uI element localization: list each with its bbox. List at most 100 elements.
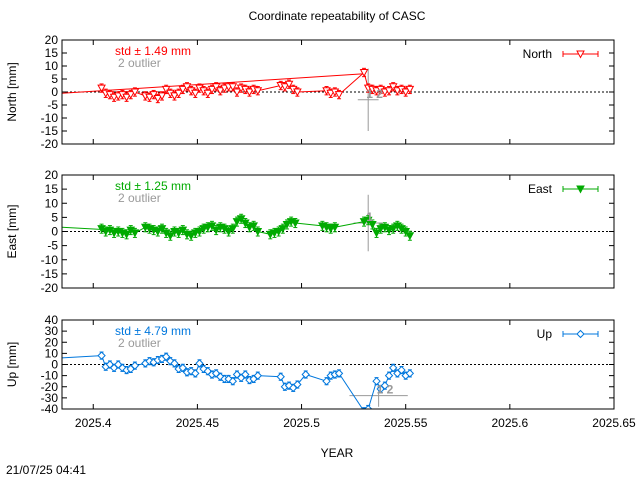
- y-tick-label: -20: [41, 380, 59, 394]
- y-tick-label: -10: [41, 369, 59, 383]
- data-point: [122, 230, 131, 239]
- x-tick-label: 2025.55: [384, 416, 428, 430]
- chart-title: Coordinate repeatability of CASC: [249, 9, 426, 23]
- data-point: [363, 404, 373, 409]
- data-point: [241, 370, 250, 379]
- std-label: std ± 1.49 mm: [115, 44, 191, 58]
- y-tick-label: 10: [45, 196, 59, 210]
- legend-marker: [576, 185, 585, 194]
- y-tick-label: -5: [47, 239, 58, 253]
- y-tick-label: 20: [45, 168, 59, 182]
- data-point: [388, 363, 398, 373]
- data-point: [274, 228, 283, 237]
- data-point: [330, 223, 340, 232]
- data-point: [280, 83, 290, 92]
- y-tick-label: -15: [41, 267, 59, 281]
- data-point: [401, 88, 411, 97]
- data-point: [195, 228, 204, 237]
- data-point: [157, 225, 167, 234]
- data-point: [178, 363, 188, 373]
- y-axis-label: Up [mm]: [5, 342, 19, 387]
- y-tick-label: 10: [45, 59, 59, 73]
- std-label: std ± 1.25 mm: [115, 179, 191, 193]
- data-point: [126, 91, 136, 100]
- data-point: [165, 232, 175, 241]
- data-point: [190, 89, 200, 98]
- x-tick-label: 2025.45: [176, 416, 220, 430]
- y-tick-label: -10: [41, 111, 59, 125]
- legend-label: North: [523, 47, 552, 61]
- outlier-count-label: 2 outlier: [118, 336, 161, 350]
- outlier-mark: 2: [387, 383, 394, 397]
- data-point: [211, 83, 221, 92]
- data-point: [249, 222, 258, 231]
- data-point: [397, 365, 406, 375]
- y-tick-label: 30: [45, 324, 59, 338]
- data-point: [97, 84, 106, 93]
- y-tick-label: 0: [51, 85, 58, 99]
- data-point: [122, 93, 131, 102]
- data-point: [224, 228, 233, 237]
- data-point: [157, 92, 167, 101]
- outlier-count-label: 2 outlier: [118, 56, 161, 70]
- data-point: [363, 216, 373, 225]
- y-tick-label: 40: [45, 313, 59, 327]
- data-point: [368, 220, 377, 229]
- y-axis-label: East [mm]: [5, 204, 19, 258]
- data-point: [405, 232, 415, 241]
- panel-frame: [61, 174, 615, 289]
- x-tick-label: 2025.5: [283, 416, 320, 430]
- data-point: [161, 352, 171, 361]
- panel-frame: [61, 39, 615, 145]
- y-tick-label: -20: [41, 281, 59, 295]
- y-tick-label: -20: [41, 137, 59, 151]
- data-point: [130, 229, 140, 238]
- y-axis-label: North [mm]: [5, 62, 19, 121]
- y-tick-label: -5: [47, 98, 58, 112]
- data-point: [372, 376, 381, 386]
- data-point: [178, 85, 188, 94]
- x-axis-label: YEAR: [321, 446, 354, 460]
- data-point: [130, 361, 140, 370]
- data-point: [161, 85, 171, 94]
- panel-frame: [61, 319, 615, 410]
- y-tick-label: 0: [51, 225, 58, 239]
- outlier-count-label: 2 outlier: [118, 191, 161, 205]
- data-point: [372, 229, 381, 238]
- timestamp: 21/07/25 04:41: [6, 463, 86, 477]
- data-point: [174, 229, 183, 238]
- data-point: [384, 371, 394, 380]
- data-point: [191, 369, 200, 378]
- data-point: [293, 88, 302, 97]
- data-point: [232, 88, 242, 97]
- data-point: [290, 219, 300, 228]
- legend-label: Up: [537, 327, 553, 341]
- data-point: [384, 87, 394, 96]
- data-point: [232, 218, 242, 227]
- y-tick-label: 5: [51, 72, 58, 86]
- data-point: [97, 351, 106, 360]
- data-point: [145, 93, 154, 102]
- data-point: [278, 225, 288, 234]
- trend-line: [62, 355, 102, 359]
- y-tick-label: 15: [45, 46, 59, 60]
- data-point: [203, 89, 213, 98]
- data-point: [207, 222, 217, 231]
- outlier-mark: 2: [376, 87, 383, 101]
- y-tick-label: 10: [45, 346, 59, 360]
- data-point: [276, 372, 285, 381]
- outlier-mark: 1: [377, 383, 384, 397]
- data-point: [253, 87, 263, 96]
- data-point: [334, 91, 344, 100]
- data-point: [401, 228, 411, 237]
- data-point: [182, 83, 192, 92]
- y-tick-label: 20: [45, 335, 59, 349]
- data-point: [380, 381, 390, 390]
- data-point: [253, 228, 263, 237]
